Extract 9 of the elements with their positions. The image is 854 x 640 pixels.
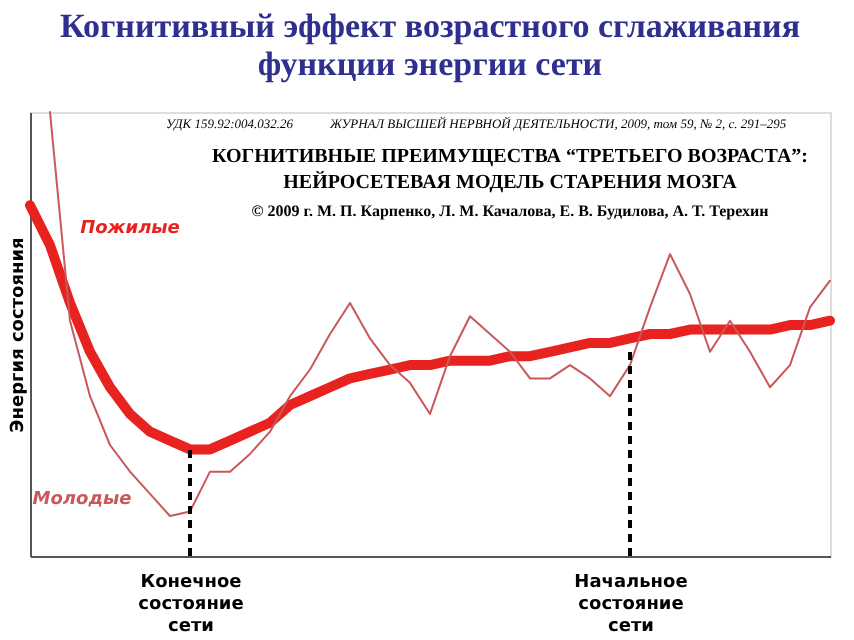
annotation: НЕЙРОСЕТЕВАЯ МОДЕЛЬ СТАРЕНИЯ МОЗГА — [283, 170, 739, 194]
series-label: Пожилые — [80, 219, 180, 240]
chart-title: Когнитивный эффект возрастного сглаживания функции энергии сети — [59, 7, 801, 83]
series-label: Молодые — [32, 490, 132, 511]
y-axis-title: Энергия состояния — [9, 236, 29, 433]
annotation: КОГНИТИВНЫЕ ПРЕИМУЩЕСТВА “ТРЕТЬЕГО ВОЗРАСТА”: — [211, 146, 809, 168]
annotation: © 2009 г. М. П. Карпенко, Л. М. Качалова, Е. В. Будилова, А. Т. Терехин — [251, 202, 770, 220]
x-tick-label: Начальное состояние сети — [574, 573, 688, 637]
x-tick-label: Конечное состояние сети — [138, 573, 244, 637]
